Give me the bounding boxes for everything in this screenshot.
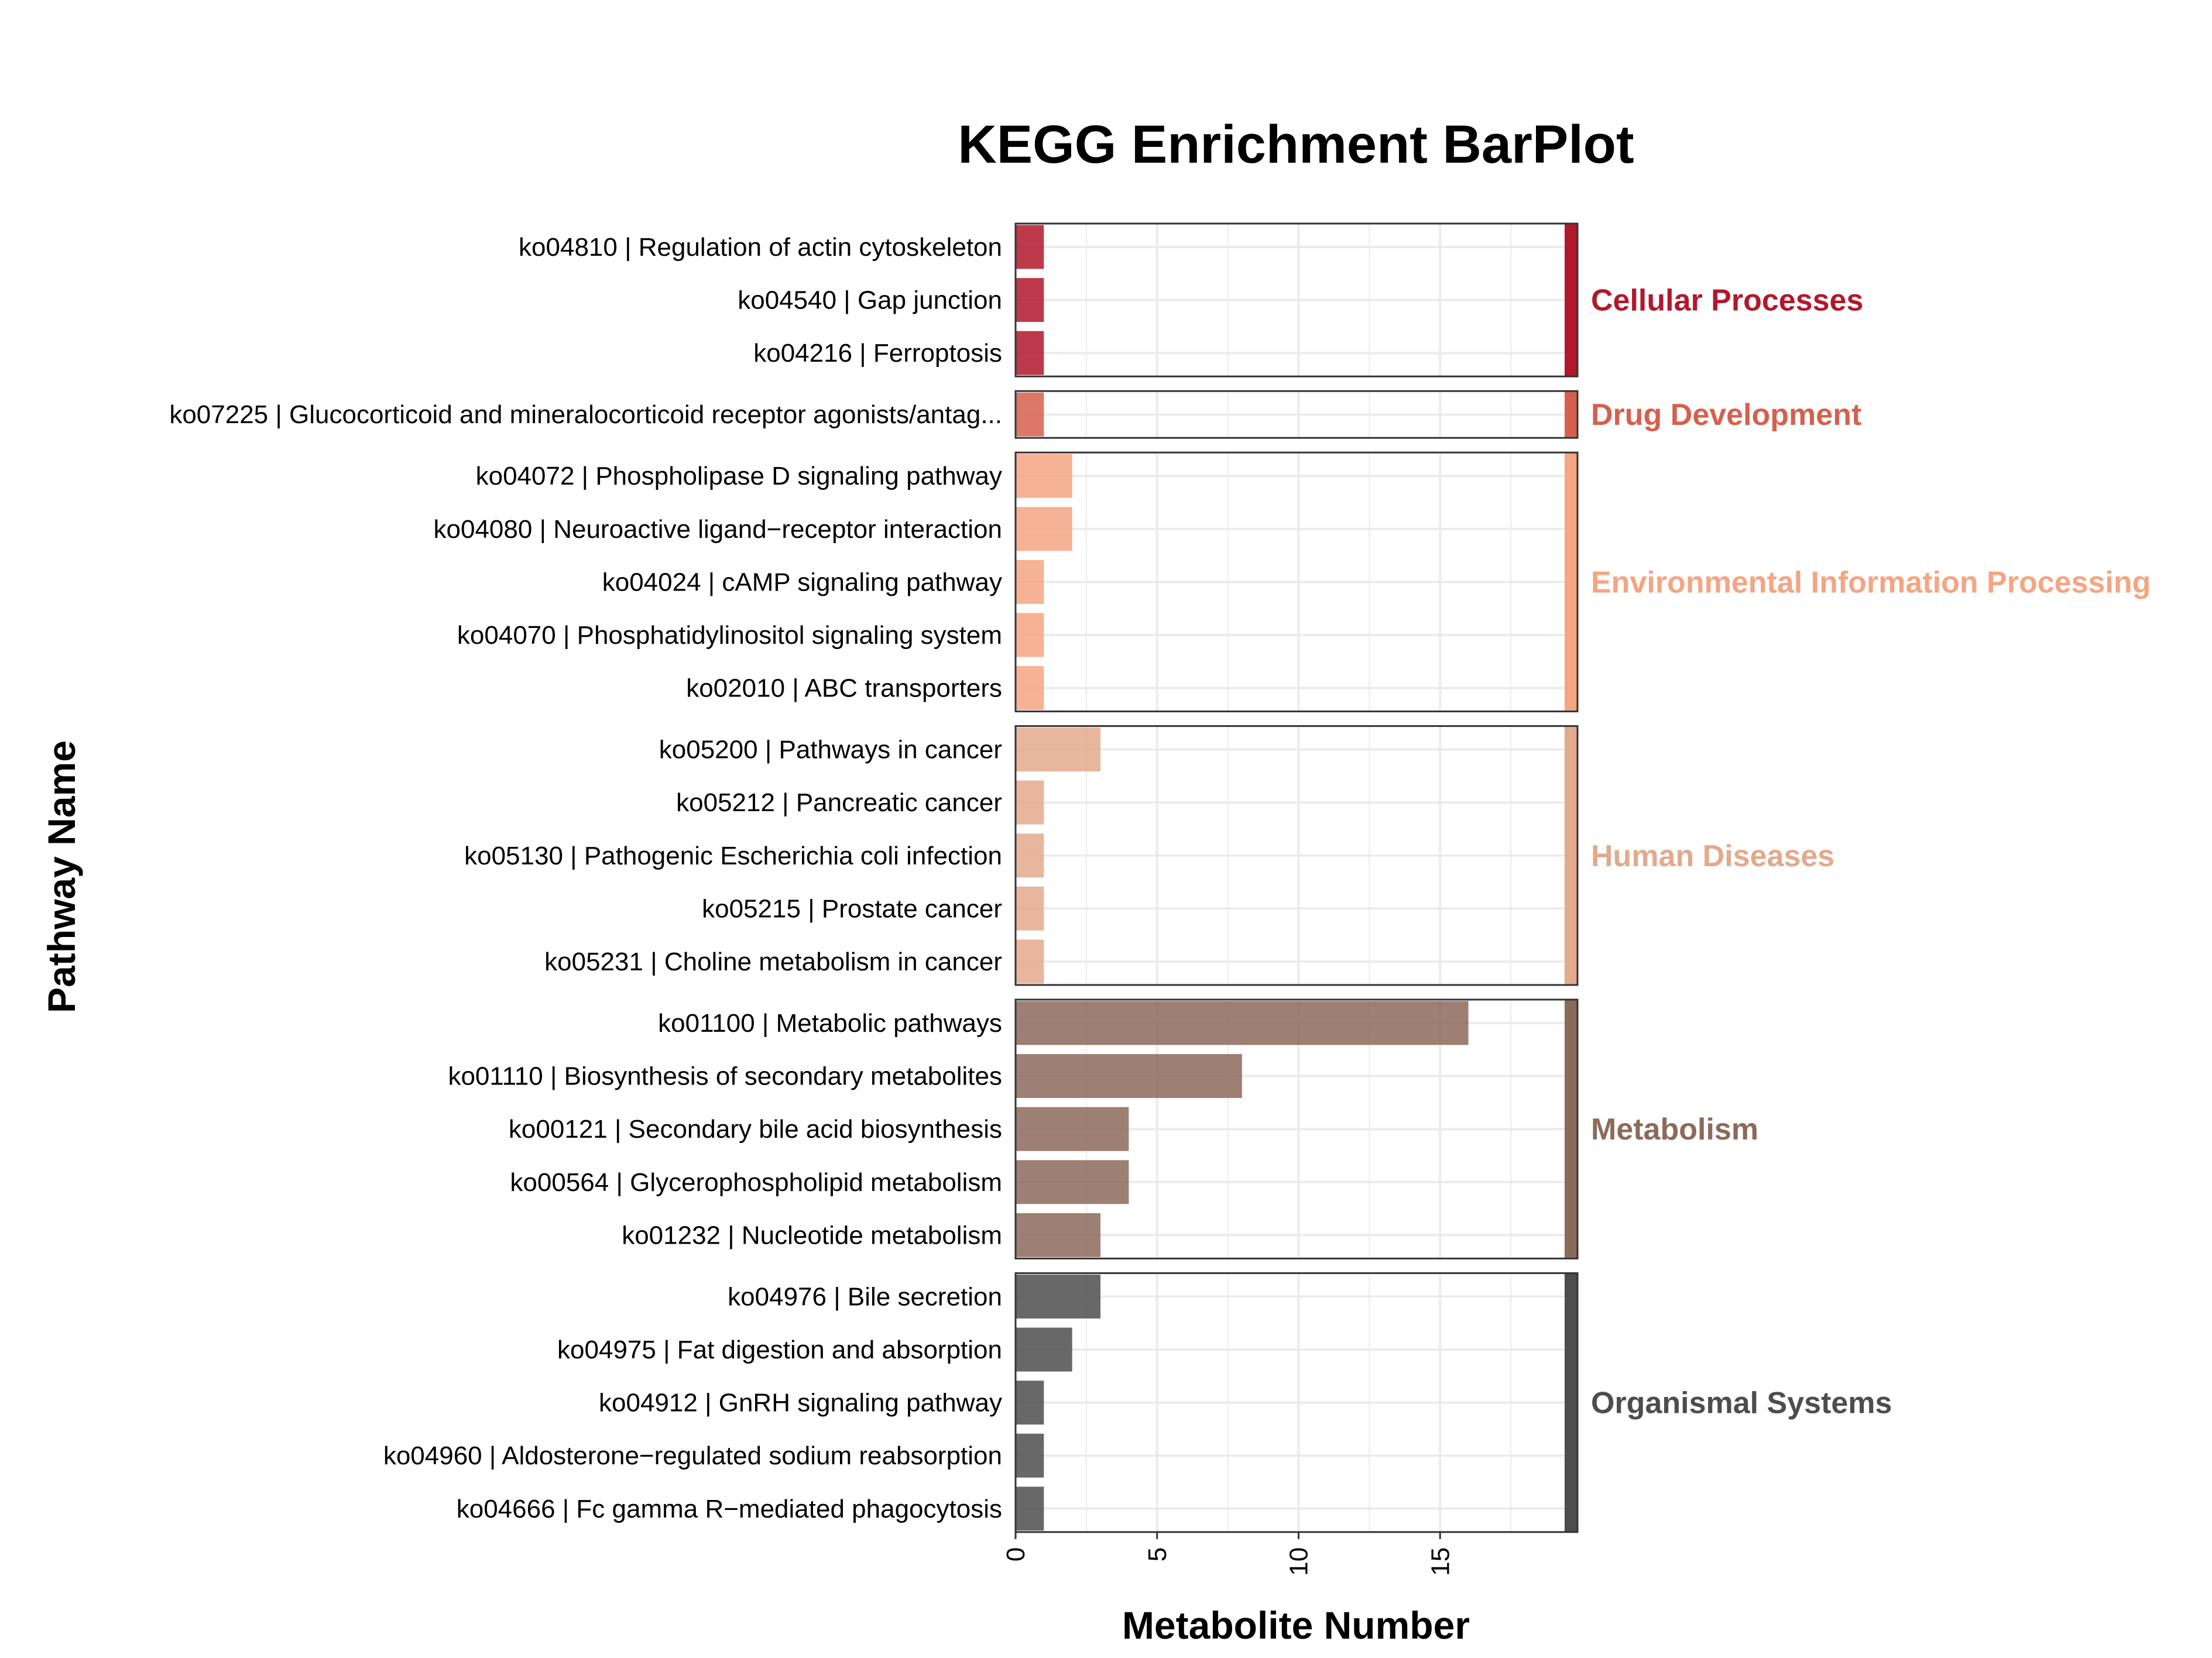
bar bbox=[1016, 278, 1044, 322]
bar bbox=[1016, 1433, 1044, 1478]
x-tick-label: 5 bbox=[1143, 1547, 1172, 1561]
pathway-label: ko05231 | Choline metabolism in cancer bbox=[544, 948, 1002, 976]
pathway-label: ko01100 | Metabolic pathways bbox=[658, 1009, 1002, 1038]
group-strip bbox=[1565, 224, 1577, 377]
group-label: Human Diseases bbox=[1591, 839, 1834, 873]
group-strip bbox=[1565, 726, 1577, 985]
x-tick-label: 0 bbox=[1002, 1547, 1030, 1561]
panel-1: ko07225 | Glucocorticoid and mineralocor… bbox=[169, 390, 1861, 439]
bar bbox=[1016, 727, 1101, 772]
y-axis-title: Pathway Name bbox=[40, 740, 83, 1013]
pathway-label: ko04080 | Neuroactive ligand−receptor in… bbox=[434, 515, 1002, 544]
group-label: Environmental Information Processing bbox=[1591, 565, 2151, 599]
pathway-label: ko05212 | Pancreatic cancer bbox=[676, 788, 1002, 817]
pathway-label: ko04960 | Aldosterone−regulated sodium r… bbox=[383, 1441, 1002, 1470]
chart-title: KEGG Enrichment BarPlot bbox=[958, 115, 1634, 174]
pathway-label: ko04070 | Phosphatidylinositol signaling… bbox=[457, 621, 1002, 650]
group-label: Drug Development bbox=[1591, 398, 1861, 432]
x-axis-ticks: 0 5 10 15 bbox=[1002, 1532, 1455, 1576]
pathway-label: ko04976 | Bile secretion bbox=[728, 1282, 1002, 1311]
bar bbox=[1016, 1160, 1129, 1204]
pathway-label: ko04666 | Fc gamma R−mediated phagocytos… bbox=[457, 1495, 1002, 1523]
bar bbox=[1016, 1107, 1129, 1151]
panel-border bbox=[1014, 1272, 1579, 1533]
pathway-label: ko04975 | Fat digestion and absorption bbox=[557, 1336, 1002, 1364]
bar bbox=[1016, 1054, 1242, 1099]
bar bbox=[1016, 454, 1072, 498]
bar bbox=[1016, 1274, 1101, 1319]
bar bbox=[1016, 1327, 1072, 1372]
pathway-label: ko07225 | Glucocorticoid and mineralocor… bbox=[169, 400, 1002, 429]
pathway-label: ko04810 | Regulation of actin cytoskelet… bbox=[519, 233, 1002, 262]
pathway-label: ko04540 | Gap junction bbox=[738, 286, 1002, 315]
pathway-label: ko01110 | Biosynthesis of secondary meta… bbox=[448, 1062, 1002, 1091]
bar bbox=[1016, 833, 1044, 878]
pathway-label: ko00121 | Secondary bile acid biosynthes… bbox=[509, 1115, 1002, 1144]
group-strip bbox=[1565, 452, 1577, 712]
x-tick-label: 10 bbox=[1285, 1547, 1314, 1576]
bar bbox=[1016, 331, 1044, 375]
bar bbox=[1016, 559, 1044, 604]
group-label: Organismal Systems bbox=[1591, 1386, 1892, 1420]
panel-0: ko04810 | Regulation of actin cytoskelet… bbox=[519, 222, 1863, 377]
x-axis-title: Metabolite Number bbox=[1122, 1604, 1470, 1647]
pathway-label: ko05215 | Prostate cancer bbox=[702, 894, 1002, 923]
pathway-label: ko04072 | Phospholipase D signaling path… bbox=[476, 462, 1002, 490]
bar bbox=[1016, 1381, 1044, 1425]
panel-4: ko01100 | Metabolic pathways ko01110 | Bi… bbox=[448, 998, 1758, 1259]
bar bbox=[1016, 613, 1044, 657]
pathway-label: ko04024 | cAMP signaling pathway bbox=[602, 568, 1002, 596]
bar bbox=[1016, 886, 1044, 931]
bar bbox=[1016, 225, 1044, 269]
panel-3: ko05200 | Pathways in cancer ko05212 | Pa… bbox=[464, 725, 1834, 986]
group-strip bbox=[1565, 1000, 1577, 1259]
x-tick-label: 15 bbox=[1426, 1547, 1455, 1576]
group-label: Metabolism bbox=[1591, 1113, 1758, 1146]
group-strip bbox=[1565, 1273, 1577, 1532]
pathway-label: ko02010 | ABC transporters bbox=[686, 674, 1002, 703]
pathway-label: ko04912 | GnRH signaling pathway bbox=[599, 1389, 1002, 1417]
bar bbox=[1016, 392, 1044, 437]
bar bbox=[1016, 666, 1044, 710]
pathway-label: ko05130 | Pathogenic Escherichia coli in… bbox=[464, 842, 1002, 870]
panel-border bbox=[1014, 390, 1579, 439]
pathway-label: ko00564 | Glycerophospholipid metabolism bbox=[510, 1168, 1002, 1197]
pathway-label: ko05200 | Pathways in cancer bbox=[659, 736, 1002, 764]
pathway-label: ko01232 | Nucleotide metabolism bbox=[622, 1221, 1002, 1249]
panel-2: ko04072 | Phospholipase D signaling path… bbox=[434, 451, 2151, 713]
bar bbox=[1016, 507, 1072, 551]
bar bbox=[1016, 780, 1044, 825]
group-label: Cellular Processes bbox=[1591, 284, 1863, 318]
panel-border bbox=[1014, 998, 1579, 1259]
panel-border bbox=[1014, 222, 1579, 377]
chart-panels: ko04810 | Regulation of actin cytoskelet… bbox=[169, 222, 2151, 1533]
panel-border bbox=[1014, 451, 1579, 713]
panel-border bbox=[1014, 725, 1579, 986]
bar bbox=[1016, 1001, 1469, 1045]
bar bbox=[1016, 1487, 1044, 1531]
panel-5: ko04976 | Bile secretion ko04975 | Fat di… bbox=[383, 1272, 1892, 1533]
bar bbox=[1016, 1213, 1101, 1257]
group-strip bbox=[1565, 391, 1577, 438]
bar bbox=[1016, 939, 1044, 984]
pathway-label: ko04216 | Ferroptosis bbox=[753, 339, 1002, 368]
